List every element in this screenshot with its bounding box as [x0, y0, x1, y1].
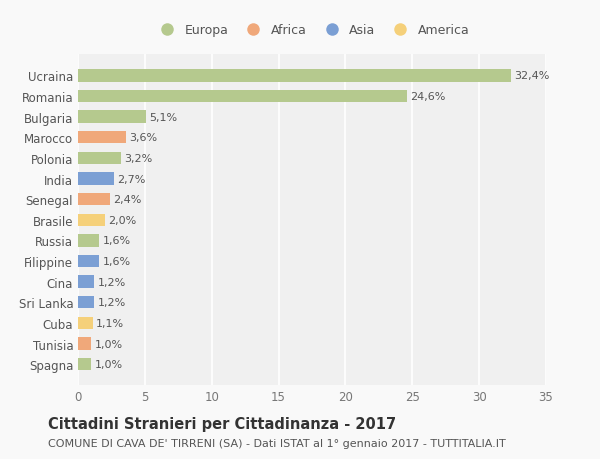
Text: 1,6%: 1,6% — [103, 236, 131, 246]
Text: 2,7%: 2,7% — [118, 174, 146, 184]
Bar — [78, 338, 91, 350]
Text: COMUNE DI CAVA DE' TIRRENI (SA) - Dati ISTAT al 1° gennaio 2017 - TUTTITALIA.IT: COMUNE DI CAVA DE' TIRRENI (SA) - Dati I… — [48, 438, 506, 448]
Bar — [78, 317, 93, 330]
Bar — [78, 91, 407, 103]
Bar — [78, 235, 100, 247]
Text: 3,6%: 3,6% — [130, 133, 158, 143]
Text: 1,6%: 1,6% — [103, 257, 131, 267]
Text: 1,0%: 1,0% — [95, 359, 123, 369]
Text: 32,4%: 32,4% — [515, 71, 550, 81]
Text: 1,2%: 1,2% — [97, 297, 125, 308]
Bar — [78, 297, 94, 309]
Text: 2,4%: 2,4% — [113, 195, 142, 205]
Bar — [78, 152, 121, 165]
Legend: Europa, Africa, Asia, America: Europa, Africa, Asia, America — [152, 22, 472, 39]
Bar — [78, 70, 511, 83]
Bar — [78, 194, 110, 206]
Text: 5,1%: 5,1% — [149, 112, 178, 123]
Text: 1,0%: 1,0% — [95, 339, 123, 349]
Bar — [78, 111, 146, 123]
Text: 1,1%: 1,1% — [96, 318, 124, 328]
Bar — [78, 173, 114, 185]
Text: Cittadini Stranieri per Cittadinanza - 2017: Cittadini Stranieri per Cittadinanza - 2… — [48, 416, 396, 431]
Bar — [78, 214, 105, 226]
Bar — [78, 132, 126, 144]
Text: 1,2%: 1,2% — [97, 277, 125, 287]
Bar — [78, 358, 91, 370]
Text: 24,6%: 24,6% — [410, 92, 446, 102]
Bar — [78, 276, 94, 288]
Bar — [78, 255, 100, 268]
Text: 3,2%: 3,2% — [124, 154, 152, 163]
Text: 2,0%: 2,0% — [108, 215, 136, 225]
